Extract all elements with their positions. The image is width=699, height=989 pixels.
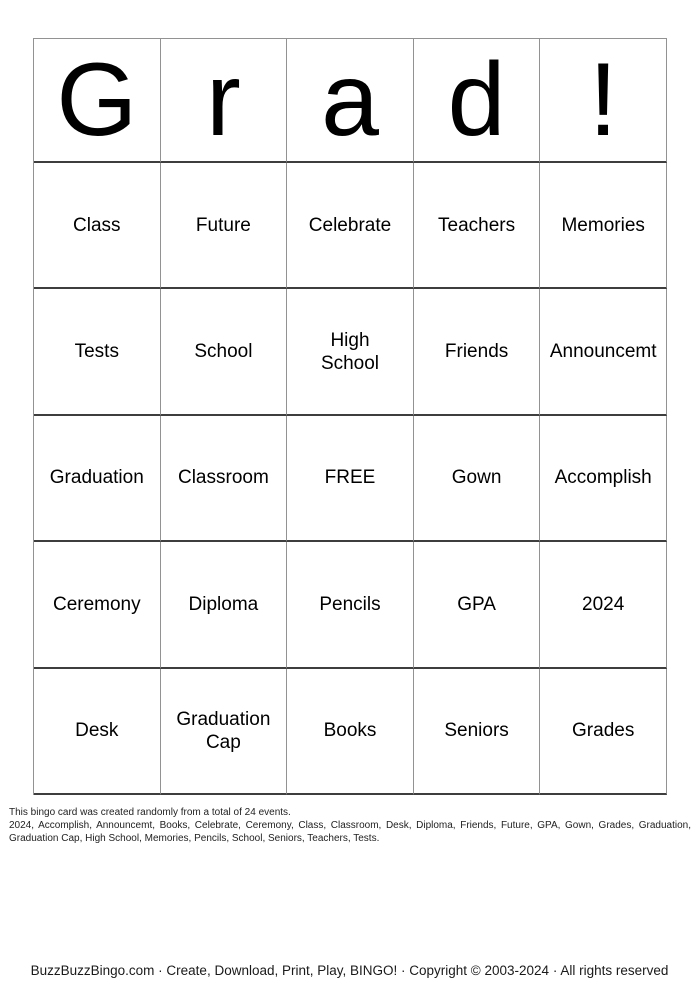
bingo-cell[interactable]: Announcemt — [540, 289, 667, 416]
footer-separator: · — [397, 963, 410, 978]
bingo-cell[interactable]: Tests — [34, 289, 161, 416]
bingo-header-letter: d — [413, 39, 541, 163]
bingo-cell[interactable]: Pencils — [287, 542, 414, 669]
bingo-header-letter: a — [287, 39, 414, 163]
bingo-cell[interactable]: Accomplish — [540, 415, 667, 543]
bingo-cell[interactable]: Ceremony — [34, 542, 161, 669]
card-info: This bingo card was created randomly fro… — [9, 806, 691, 845]
bingo-cell[interactable]: Classroom — [160, 415, 288, 543]
bingo-cell[interactable]: GPA — [413, 542, 541, 669]
bingo-header-letter: ! — [540, 39, 667, 163]
bingo-cell[interactable]: 2024 — [540, 542, 667, 669]
bingo-cell[interactable]: Gown — [413, 415, 541, 543]
footer-separator: · — [549, 963, 561, 978]
bingo-cell[interactable]: Class — [34, 163, 161, 290]
bingo-cell[interactable]: Graduation Cap — [160, 668, 288, 795]
bingo-cell[interactable]: Teachers — [413, 163, 541, 290]
bingo-cell[interactable]: School — [160, 289, 288, 416]
bingo-cell[interactable]: Future — [160, 163, 288, 290]
bingo-cell[interactable]: Graduation — [34, 415, 161, 543]
footer-tagline: Create, Download, Print, Play, BINGO! — [166, 963, 398, 978]
bingo-header-letter: r — [160, 39, 288, 163]
events-list: 2024, Accomplish, Announcemt, Books, Cel… — [9, 820, 691, 844]
bingo-cell[interactable]: Diploma — [160, 542, 288, 669]
free-cell[interactable]: FREE — [287, 415, 414, 543]
footer-copyright: Copyright © 2003-2024 — [409, 963, 550, 978]
bingo-cell[interactable]: Desk — [34, 668, 161, 795]
site-footer: BuzzBuzzBingo.com · Create, Download, Pr… — [0, 962, 699, 979]
bingo-cell[interactable]: Seniors — [413, 668, 541, 795]
card-summary: This bingo card was created randomly fro… — [9, 807, 291, 818]
footer-rights: All rights reserved — [560, 963, 669, 978]
bingo-cell[interactable]: Books — [287, 668, 414, 795]
bingo-cell[interactable]: Friends — [413, 289, 541, 416]
bingo-cell[interactable]: Celebrate — [287, 163, 414, 290]
site-name: BuzzBuzzBingo.com — [30, 963, 155, 978]
bingo-cell[interactable]: Memories — [540, 163, 667, 290]
bingo-cell[interactable]: High School — [287, 289, 414, 416]
bingo-cell[interactable]: Grades — [540, 668, 667, 795]
bingo-header-letter: G — [34, 39, 161, 163]
footer-separator: · — [154, 963, 167, 978]
